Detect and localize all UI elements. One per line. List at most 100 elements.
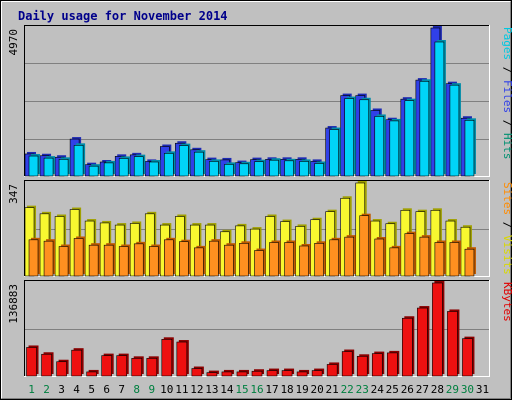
bar-sites [194, 247, 204, 277]
bar-files [118, 158, 129, 177]
bar-kbytes [266, 370, 278, 377]
bar-sites [344, 236, 354, 277]
x-tick-label: 24 [371, 383, 385, 396]
bar-files [269, 159, 279, 177]
bar-files [344, 98, 354, 177]
series-axis-label: Pages / Files / Hits [501, 27, 512, 160]
bar-sites [389, 247, 400, 277]
chart-title: Daily usage for November 2014 [18, 9, 228, 23]
bar-files [43, 157, 54, 177]
x-tick-label: 7 [118, 383, 125, 396]
x-tick-label: 12 [190, 383, 203, 396]
bar-kbytes [356, 355, 368, 377]
bar-sites [73, 238, 84, 277]
x-tick-label: 28 [431, 383, 444, 396]
x-tick-label: 3 [58, 383, 65, 396]
x-tick-label: 4 [73, 383, 80, 396]
bar-files [389, 120, 400, 177]
bar-files [239, 163, 249, 177]
bar-sites [179, 241, 189, 277]
x-tick-label: 8 [133, 383, 140, 396]
bar-files [284, 160, 294, 177]
x-tick-label: 17 [265, 383, 278, 396]
bar-files [148, 161, 159, 177]
bar-files [224, 164, 234, 177]
bar-kbytes [191, 368, 203, 377]
series-axis-label: KBytes [501, 282, 512, 322]
series-axis-label: Sites / Visits [501, 182, 512, 275]
bar-kbytes [176, 341, 188, 377]
bar-kbytes [146, 358, 158, 377]
bar-files [179, 145, 189, 177]
bar-sites [404, 233, 415, 277]
bar-sites [103, 244, 114, 277]
x-tick-label: 13 [205, 383, 218, 396]
series-label-kbytes: KBytes [501, 282, 512, 322]
bar-kbytes [386, 352, 398, 377]
x-tick-label: 19 [295, 383, 308, 396]
x-tick-label: 16 [250, 383, 263, 396]
bar-kbytes [402, 317, 413, 377]
bar-shadow-kbytes [208, 370, 219, 374]
x-tick-label: 9 [148, 383, 155, 396]
bar-sites [314, 243, 324, 277]
bar-files [28, 155, 39, 177]
bar-files [194, 151, 204, 177]
bar-sites [449, 242, 460, 277]
bar-kbytes [417, 307, 428, 377]
series-label-files: Files [501, 80, 512, 113]
x-tick-label: 15 [235, 383, 248, 396]
bar-kbytes [86, 371, 97, 377]
bar-files [404, 100, 415, 177]
series-label-visits: Visits [501, 235, 512, 275]
bar-files [73, 145, 84, 177]
bar-kbytes [341, 351, 353, 377]
bar-kbytes [281, 370, 293, 377]
x-tick-label: 31 [476, 383, 489, 396]
x-tick-label: 23 [356, 383, 369, 396]
x-tick-label: 1 [28, 383, 35, 396]
x-axis-day-labels: 1 2 3 4 5 6 7 8 9 10 11 12 13 14 15 16 17 18 19 20 21 22 23 24 2… [28, 383, 489, 396]
bar-files [434, 41, 445, 177]
bar-kbytes [311, 370, 323, 377]
bar-sites [164, 239, 174, 277]
bar-kbytes [296, 371, 308, 377]
bar-kbytes [251, 370, 263, 377]
bar-files [464, 120, 475, 177]
bar-sites [58, 246, 69, 277]
bar-kbytes [131, 358, 143, 377]
bar-files [254, 161, 264, 177]
bar-sites [434, 242, 445, 277]
x-tick-label: 27 [416, 383, 429, 396]
x-tick-label: 2 [43, 383, 50, 396]
bar-kbytes [432, 282, 443, 377]
x-tick-label: 10 [160, 383, 173, 396]
series-label-hits: Hits [501, 133, 512, 160]
x-tick-label: 30 [461, 383, 474, 396]
bar-files [88, 165, 99, 177]
y-max-label: 136883 [7, 284, 20, 324]
bar-sites [239, 243, 249, 277]
bar-files [449, 84, 460, 177]
bar-sites [118, 246, 129, 277]
bar-files [164, 153, 174, 177]
bar-kbytes [161, 339, 173, 377]
bar-kbytes [462, 338, 473, 377]
bar-kbytes [236, 371, 248, 377]
bar-sites [28, 239, 39, 277]
bar-kbytes [371, 353, 383, 377]
bar-files [103, 162, 114, 177]
bar-kbytes [101, 355, 112, 377]
bar-kbytes [116, 355, 128, 377]
bar-kbytes [71, 349, 82, 377]
x-tick-label: 29 [446, 383, 459, 396]
bar-sites [224, 244, 234, 277]
bar-sites [269, 242, 279, 277]
label-separator: / [501, 215, 512, 235]
series-label-pages: Pages [501, 27, 512, 60]
bar-sites [133, 243, 144, 277]
x-tick-label: 22 [341, 383, 354, 396]
bar-files [359, 99, 370, 177]
x-tick-label: 18 [280, 383, 293, 396]
